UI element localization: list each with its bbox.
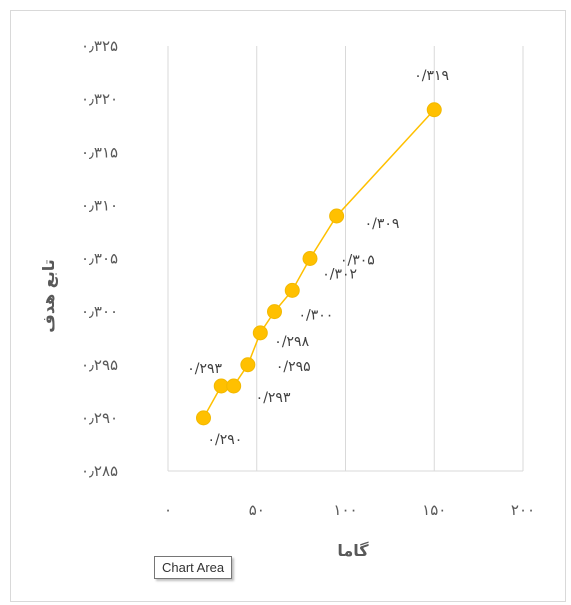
data-label: ۰/۳۰۹ bbox=[365, 216, 400, 232]
chart-area[interactable]: ۰/۲۹۰ ۰/۲۹۳ ۰/۲۹۳ ۰/۲۹۵ ۰/۲۹۸ ۰/۳۰۰ ۰/۳۰۲ ۰/۳۰۵… bbox=[10, 10, 566, 602]
data-label: ۰/۳۱۹ bbox=[414, 68, 449, 84]
y-axis-title: تابع هدف bbox=[39, 259, 58, 332]
y-tick-label: ۰٫۲۹۰ bbox=[81, 409, 118, 427]
data-point bbox=[284, 282, 300, 298]
data-point bbox=[226, 378, 242, 394]
data-label: ۰/۲۹۵ bbox=[276, 359, 311, 375]
data-point bbox=[329, 208, 345, 224]
x-tick-label: ۱۰۰ bbox=[333, 501, 357, 519]
data-label: ۰/۳۰۲ bbox=[322, 266, 357, 282]
x-tick-label: ۱۵۰ bbox=[422, 501, 446, 519]
y-tick-label: ۰٫۳۲۰ bbox=[81, 90, 118, 108]
y-tick-label: ۰٫۳۰۵ bbox=[81, 250, 118, 268]
chart-svg: ۰/۲۹۰ ۰/۲۹۳ ۰/۲۹۳ ۰/۲۹۵ ۰/۲۹۸ ۰/۳۰۰ ۰/۳۰۲۰/۳۰۵… bbox=[39, 37, 535, 560]
data-label: ۰/۳۰۰ bbox=[299, 308, 334, 324]
data-label: ۰/۳۰۵ bbox=[340, 253, 375, 269]
series-line-layer bbox=[202, 109, 435, 419]
x-tick-label: ۲۰۰ bbox=[511, 501, 535, 519]
y-tick-label: ۰٫۳۱۵ bbox=[81, 143, 118, 161]
y-tick-label: ۰٫۳۰۰ bbox=[81, 303, 118, 321]
x-tick-label: ۰ bbox=[164, 501, 172, 519]
tick-label-layer: ۰ ۵۰ ۱۰۰ ۱۵۰ ۲۰۰ ۰٫۲۸۵ ۰٫۲۹۰ ۰٫۲۹۵ ۰٫۳۰۰ ۰٫۳۰۵ ۰٫۳… bbox=[81, 37, 535, 519]
x-axis-title: گاما bbox=[337, 541, 369, 560]
data-label: ۰/۲۹۳ bbox=[187, 361, 222, 377]
data-label-layer: ۰/۲۹۰ ۰/۲۹۳ ۰/۲۹۳ ۰/۲۹۵ ۰/۲۹۸ ۰/۳۰۰ ۰/۳۰۲۰/۳۰۵… bbox=[187, 68, 449, 448]
y-tick-label: ۰٫۲۸۵ bbox=[81, 462, 118, 480]
y-tick-label: ۰٫۲۹۵ bbox=[81, 356, 118, 374]
data-point bbox=[302, 251, 318, 266]
y-tick-label: ۰٫۳۱۰ bbox=[81, 196, 118, 214]
series-line bbox=[202, 109, 435, 419]
data-point bbox=[240, 357, 256, 373]
y-tick-label: ۰٫۳۲۵ bbox=[81, 37, 118, 55]
data-point bbox=[252, 325, 268, 341]
data-point bbox=[426, 102, 442, 118]
x-tick-label: ۵۰ bbox=[249, 501, 265, 519]
data-label: ۰/۲۹۰ bbox=[208, 432, 243, 448]
data-point bbox=[196, 410, 211, 426]
data-label: ۰/۲۹۸ bbox=[274, 334, 309, 350]
data-point bbox=[267, 304, 282, 320]
chart-area-tooltip: Chart Area bbox=[154, 556, 233, 579]
data-point-layer bbox=[196, 102, 442, 426]
data-label: ۰/۲۹۳ bbox=[256, 390, 291, 406]
data-point bbox=[213, 378, 229, 394]
